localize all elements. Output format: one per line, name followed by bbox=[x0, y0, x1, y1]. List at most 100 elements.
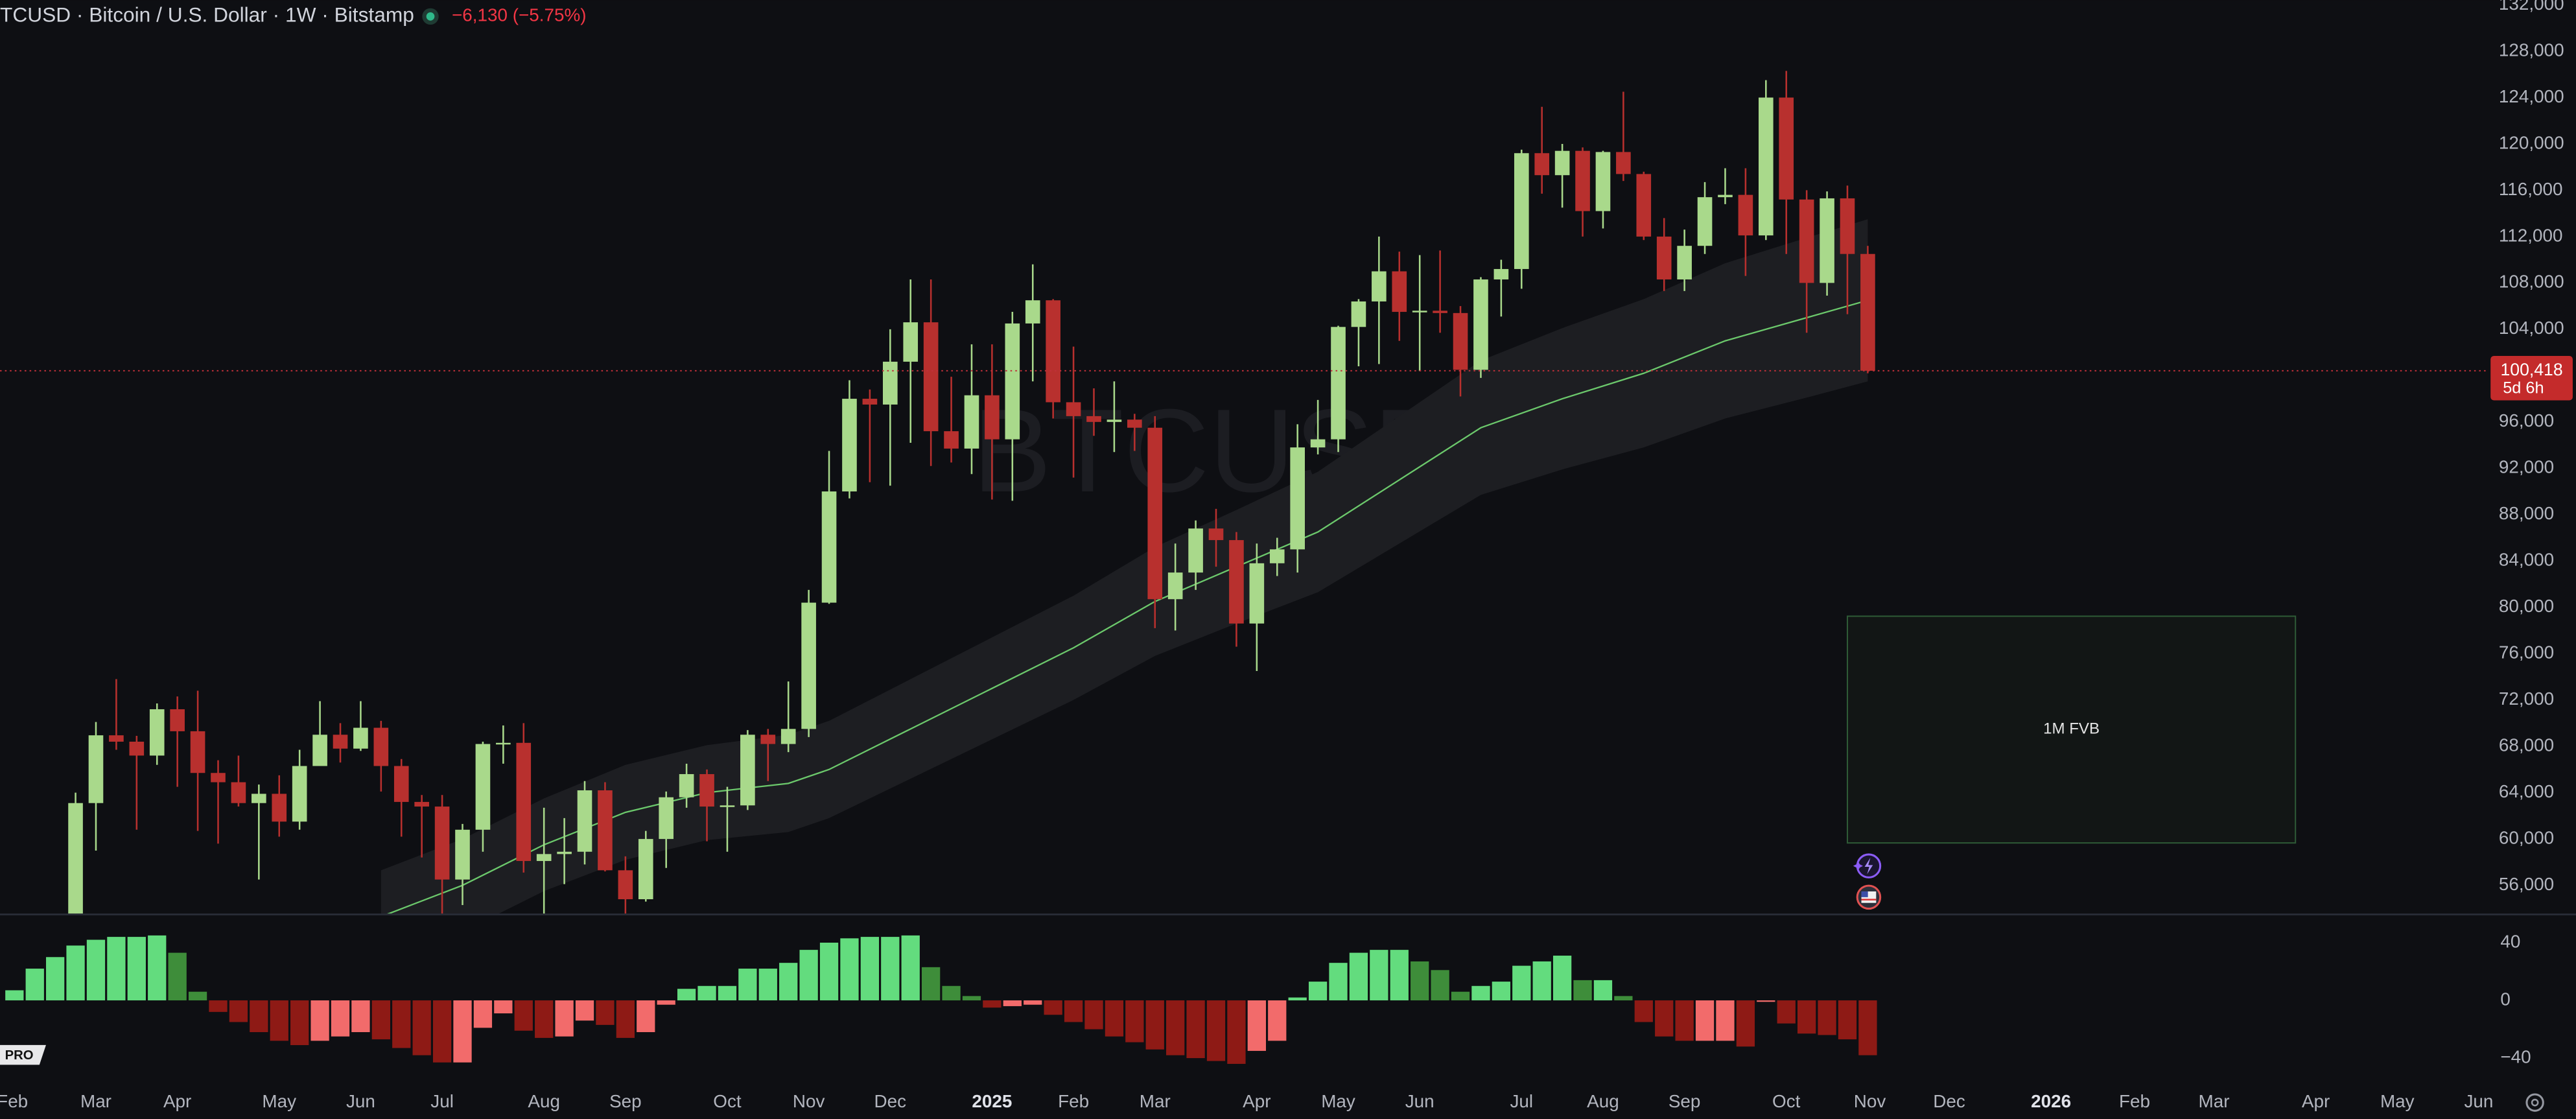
histogram-bar bbox=[1492, 982, 1511, 1001]
histogram-bar bbox=[1024, 1000, 1042, 1005]
histogram-bar bbox=[1247, 1000, 1266, 1051]
candle-body bbox=[1534, 153, 1550, 176]
histogram-bar bbox=[1166, 1000, 1185, 1055]
histogram-bar bbox=[1777, 1000, 1796, 1024]
x-tick-label: Nov bbox=[1854, 1091, 1886, 1111]
y-tick-label: 56,000 bbox=[2499, 874, 2554, 894]
candle-body bbox=[618, 870, 633, 900]
histogram-bar bbox=[637, 1000, 655, 1033]
x-tick-label: Feb bbox=[1058, 1091, 1089, 1111]
candle-body bbox=[882, 361, 898, 405]
candle-body bbox=[1127, 419, 1142, 428]
histogram-bar bbox=[860, 937, 880, 1001]
settings-icon[interactable] bbox=[2525, 1093, 2544, 1112]
last-price-label: 100,418 bbox=[2500, 360, 2562, 379]
histogram-bar bbox=[1716, 1000, 1735, 1041]
candle-body bbox=[842, 399, 857, 492]
histogram-bar bbox=[229, 1000, 248, 1022]
histogram-bar bbox=[1736, 1000, 1755, 1047]
candle-body bbox=[985, 395, 1000, 440]
histogram-bar bbox=[1573, 980, 1592, 1001]
histogram-bar bbox=[250, 1000, 268, 1033]
histogram-bar bbox=[1370, 950, 1388, 1001]
histogram-bar bbox=[1329, 963, 1348, 1001]
badge-text: PRO bbox=[5, 1048, 34, 1063]
y-tick-label: 112,000 bbox=[2499, 225, 2563, 245]
x-tick-label: 2025 bbox=[972, 1091, 1012, 1111]
candle-body bbox=[801, 602, 816, 729]
candle-body bbox=[638, 839, 653, 900]
histogram-bar bbox=[1471, 985, 1490, 1001]
y-tick-label: 124,000 bbox=[2499, 86, 2564, 106]
candle-body bbox=[1759, 97, 1774, 236]
histogram-bar bbox=[46, 957, 65, 1001]
price-pane bbox=[0, 71, 2489, 914]
candle-body bbox=[1290, 447, 1305, 550]
y-tick-label: 76,000 bbox=[2499, 642, 2554, 663]
spark bbox=[1853, 861, 1864, 871]
candle-body bbox=[1616, 152, 1631, 174]
histogram-bar bbox=[86, 939, 106, 1001]
candle-body bbox=[679, 774, 694, 797]
candle-body bbox=[496, 742, 511, 745]
candle-body bbox=[536, 854, 552, 862]
histogram-bar bbox=[473, 1000, 493, 1028]
candle-body bbox=[862, 399, 878, 405]
candle-body bbox=[1229, 540, 1244, 624]
candle-body bbox=[903, 322, 919, 362]
histogram-bar bbox=[779, 963, 798, 1001]
histogram-bar bbox=[922, 967, 941, 1001]
histogram-bar bbox=[331, 1000, 350, 1037]
candle-body bbox=[1351, 301, 1366, 327]
x-tick-label: Jun bbox=[346, 1091, 375, 1111]
x-tick-label: Feb bbox=[0, 1091, 28, 1111]
x-tick-label: Mar bbox=[2199, 1091, 2230, 1111]
candle-body bbox=[1412, 311, 1427, 312]
event-icons[interactable] bbox=[1853, 853, 1882, 910]
candle-body bbox=[149, 709, 165, 756]
candle-body bbox=[373, 727, 389, 766]
candle-body bbox=[659, 797, 674, 840]
x-tick-label: Apr bbox=[163, 1091, 191, 1111]
candle-body bbox=[1066, 402, 1081, 416]
candle-body bbox=[1005, 323, 1020, 440]
histogram-bar bbox=[1125, 1000, 1144, 1042]
y2-tick-label: 40 bbox=[2500, 931, 2520, 951]
histogram-bar bbox=[1655, 1000, 1674, 1037]
candle-body bbox=[1595, 152, 1611, 211]
y-tick-label: 108,000 bbox=[2499, 272, 2564, 292]
candle-body bbox=[1107, 419, 1122, 422]
x-tick-label: Sep bbox=[1669, 1091, 1701, 1111]
x-tick-label: Nov bbox=[793, 1091, 825, 1111]
candle-body bbox=[740, 735, 755, 806]
candle-body bbox=[1514, 153, 1529, 269]
gear[interactable] bbox=[2525, 1093, 2544, 1112]
x-tick-label: Dec bbox=[874, 1091, 907, 1111]
candle-body bbox=[1188, 528, 1203, 573]
y-tick-label: 104,000 bbox=[2499, 318, 2564, 338]
histogram-bar bbox=[148, 935, 167, 1001]
candle-body bbox=[68, 803, 83, 914]
y-tick-label: 128,000 bbox=[2499, 40, 2564, 60]
candle-body bbox=[821, 491, 837, 603]
histogram-bar bbox=[371, 1000, 390, 1040]
candle-body bbox=[1820, 198, 1834, 283]
histogram-bar bbox=[657, 1000, 675, 1005]
histogram-bar bbox=[1532, 961, 1551, 1001]
status-dot-core bbox=[426, 12, 435, 21]
histogram-bar bbox=[1308, 982, 1328, 1001]
candle-body bbox=[780, 729, 796, 744]
candle-body bbox=[1046, 300, 1060, 403]
candle-body bbox=[1310, 439, 1326, 448]
histogram-bar bbox=[453, 1000, 472, 1063]
y-tick-label: 132,000 bbox=[2499, 0, 2564, 14]
x-tick-label: May bbox=[2380, 1091, 2415, 1111]
x-tick-label: Aug bbox=[1587, 1091, 1619, 1111]
histogram-bar bbox=[1675, 1000, 1694, 1041]
histogram-bar bbox=[983, 1000, 1001, 1008]
x-tick-label: Feb bbox=[2119, 1091, 2150, 1111]
x-tick-label: Sep bbox=[609, 1091, 642, 1111]
histogram-bar bbox=[738, 969, 757, 1001]
